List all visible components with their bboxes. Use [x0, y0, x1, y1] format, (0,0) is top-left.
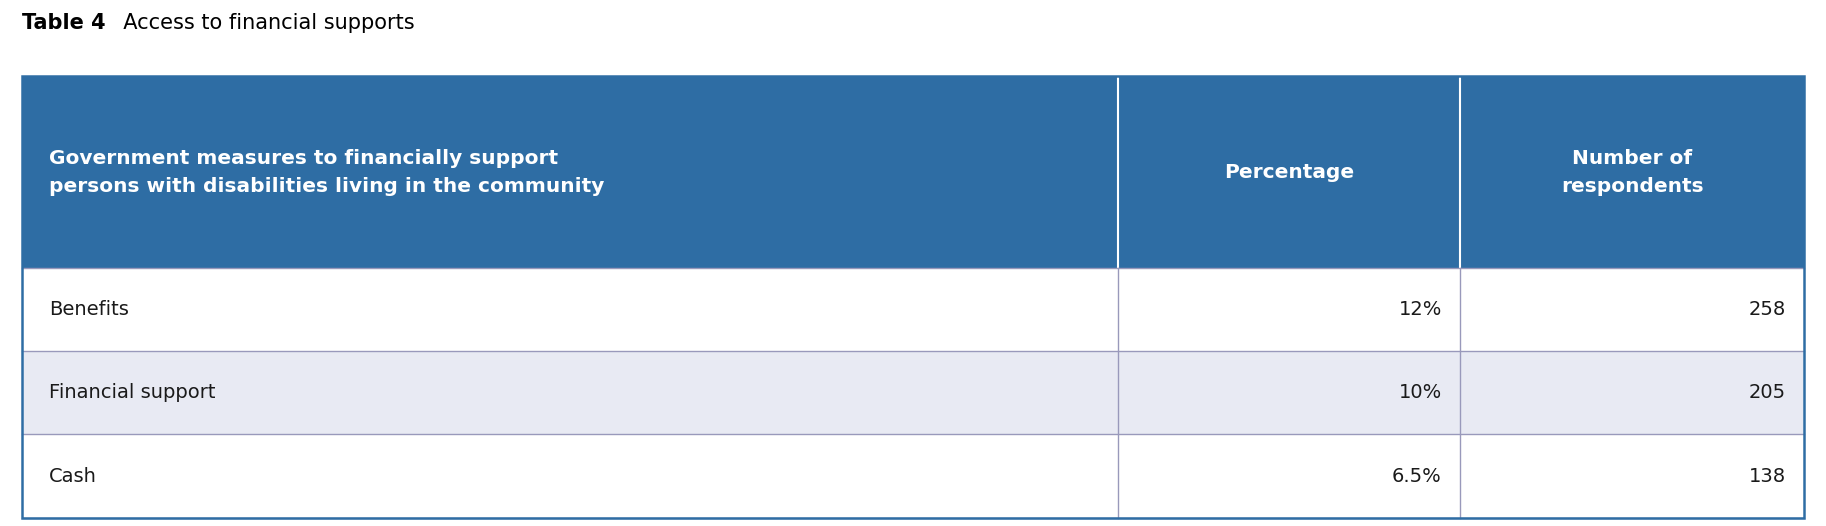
Text: Number of
respondents: Number of respondents — [1561, 149, 1704, 196]
Text: 6.5%: 6.5% — [1391, 467, 1443, 485]
FancyBboxPatch shape — [1461, 434, 1804, 518]
FancyBboxPatch shape — [1461, 76, 1804, 268]
Text: 205: 205 — [1749, 383, 1786, 402]
Text: 258: 258 — [1749, 300, 1786, 319]
FancyBboxPatch shape — [1118, 268, 1461, 351]
FancyBboxPatch shape — [1118, 76, 1461, 268]
FancyBboxPatch shape — [22, 351, 1118, 434]
Text: Benefits: Benefits — [49, 300, 130, 319]
Text: Cash: Cash — [49, 467, 97, 485]
Text: 10%: 10% — [1399, 383, 1443, 402]
FancyBboxPatch shape — [1461, 351, 1804, 434]
Text: Access to financial supports: Access to financial supports — [110, 13, 415, 33]
Text: Table 4: Table 4 — [22, 13, 106, 33]
Text: Percentage: Percentage — [1223, 163, 1355, 182]
FancyBboxPatch shape — [1118, 434, 1461, 518]
Text: Financial support: Financial support — [49, 383, 215, 402]
FancyBboxPatch shape — [1118, 351, 1461, 434]
FancyBboxPatch shape — [1461, 268, 1804, 351]
Text: 12%: 12% — [1399, 300, 1443, 319]
FancyBboxPatch shape — [22, 434, 1118, 518]
FancyBboxPatch shape — [22, 76, 1118, 268]
Text: Government measures to financially support
persons with disabilities living in t: Government measures to financially suppo… — [49, 149, 604, 196]
Text: 138: 138 — [1749, 467, 1786, 485]
FancyBboxPatch shape — [22, 268, 1118, 351]
